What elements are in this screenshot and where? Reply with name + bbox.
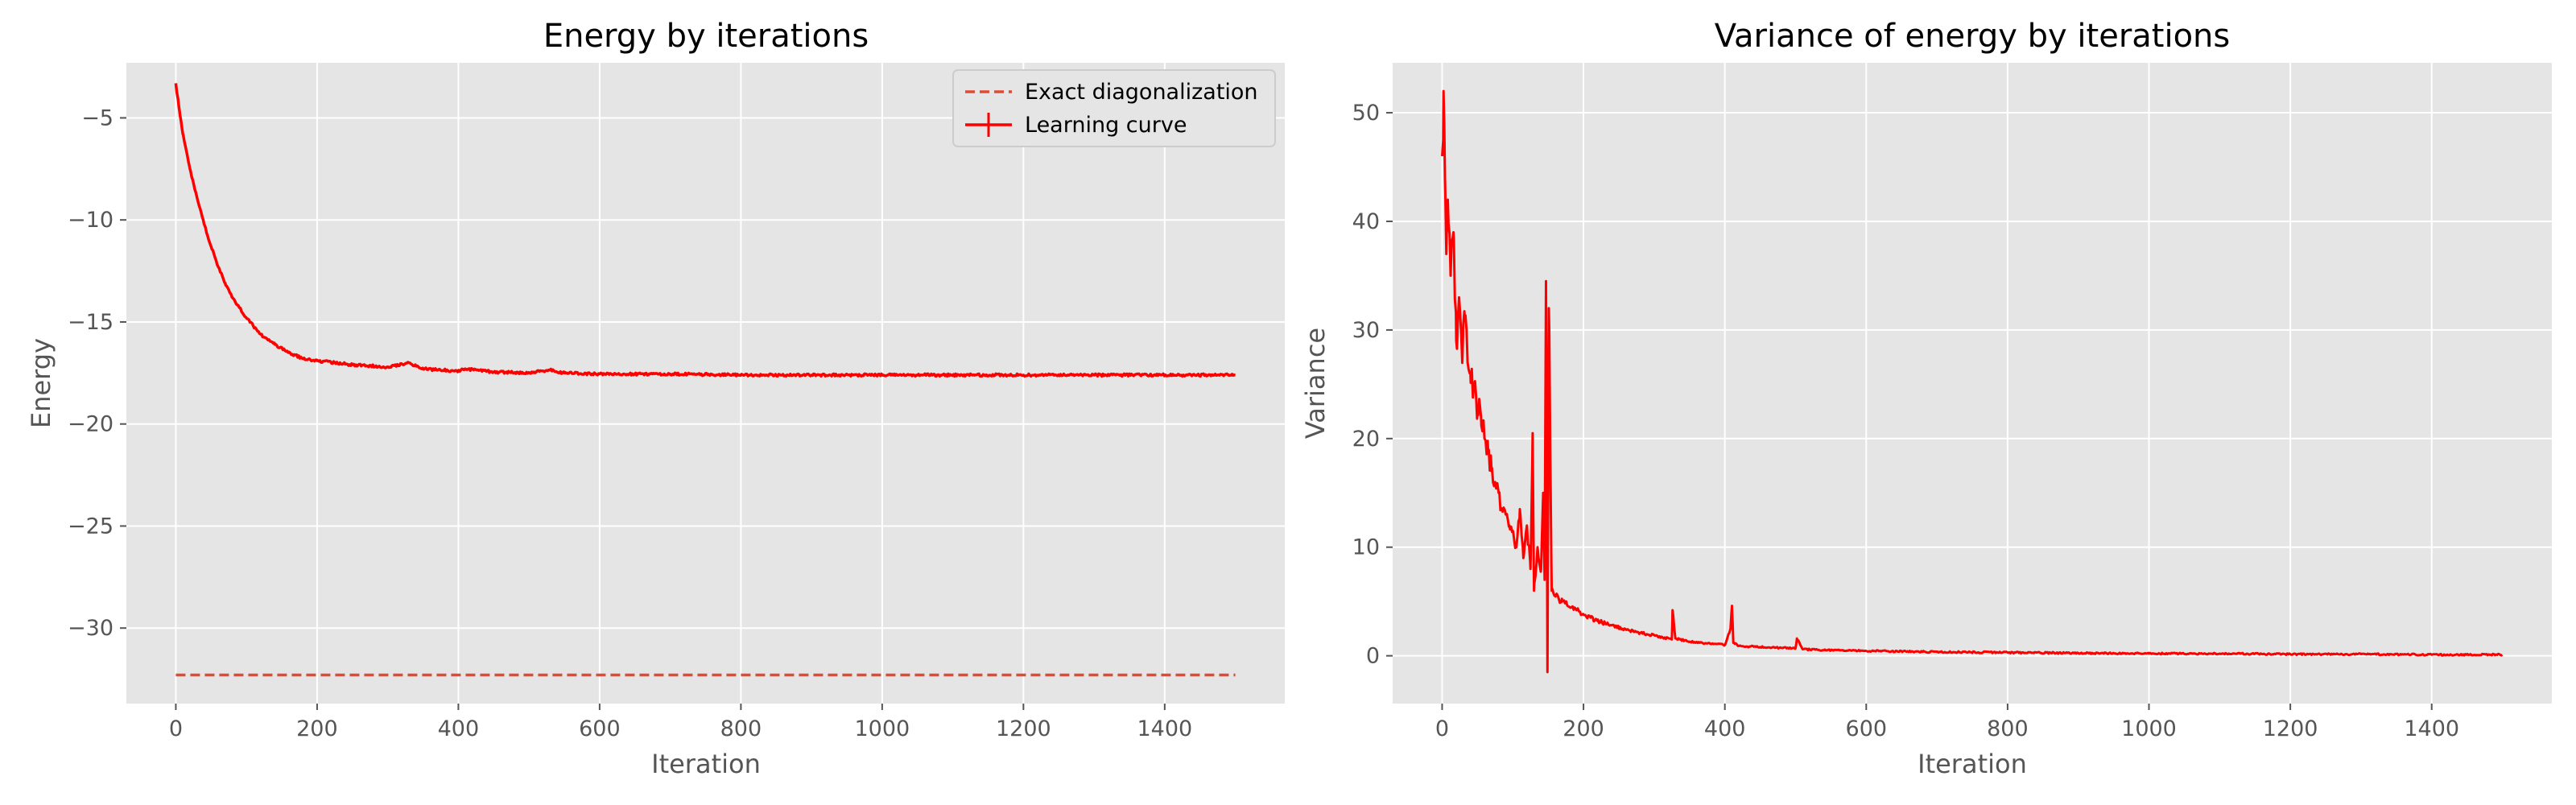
y-tick-label: 30 (1352, 318, 1380, 343)
y-tick-label: −5 (81, 105, 114, 130)
y-axis-label: Energy (26, 338, 56, 428)
y-ticks: −30 −25 −20 −15 −10 −5 (68, 105, 126, 641)
x-ticks: 0 200 400 600 800 1000 1200 1400 (169, 704, 1192, 741)
x-tick-label: 600 (579, 716, 621, 741)
y-axis-label: Variance (1300, 328, 1331, 439)
x-tick-label: 1400 (2404, 716, 2459, 741)
chart-title: Variance of energy by iterations (1715, 18, 2230, 55)
x-axis-label: Iteration (651, 749, 761, 779)
plot-area (126, 63, 1285, 704)
x-tick-label: 1200 (996, 716, 1051, 741)
x-tick-label: 600 (1846, 716, 1888, 741)
y-tick-label: −15 (68, 310, 114, 335)
x-axis-label: Iteration (1918, 749, 2027, 779)
y-tick-label: −10 (68, 208, 114, 233)
legend-exact-label: Exact diagonalization (1025, 80, 1258, 105)
y-tick-label: 20 (1352, 427, 1380, 452)
y-tick-label: 10 (1352, 535, 1380, 560)
x-tick-label: 1000 (855, 716, 910, 741)
y-tick-label: 0 (1366, 644, 1380, 669)
y-tick-label: 50 (1352, 101, 1380, 126)
plot-area (1393, 63, 2552, 704)
y-tick-label: −30 (68, 616, 114, 641)
x-tick-label: 200 (1563, 716, 1604, 741)
series-learning-curve (174, 83, 1236, 378)
y-tick-label: −20 (68, 412, 114, 437)
series-layer (1441, 89, 2504, 674)
series-layer (174, 83, 1236, 677)
x-tick-label: 0 (1435, 716, 1449, 741)
x-tick-label: 400 (438, 716, 480, 741)
x-tick-label: 1400 (1137, 716, 1192, 741)
variance-chart: Variance of energy by iterations 0 200 400… (1300, 18, 2552, 779)
legend-learning-label: Learning curve (1025, 113, 1187, 138)
legend-box (952, 69, 1276, 147)
x-tick-label: 0 (169, 716, 183, 741)
x-ticks: 0 200 400 600 800 1000 1200 1400 (1435, 704, 2459, 741)
grid (1393, 63, 2552, 704)
chart-title: Energy by iterations (543, 18, 869, 55)
y-tick-label: 40 (1352, 209, 1380, 234)
x-tick-label: 200 (296, 716, 338, 741)
x-tick-label: 1000 (2121, 716, 2177, 741)
grid (126, 63, 1285, 704)
energy-chart: Energy by iterations 0 200 400 600 800 1000 12… (26, 18, 1285, 779)
legend: Exact diagonalization Learning curve (952, 69, 1276, 147)
x-tick-label: 400 (1704, 716, 1746, 741)
x-tick-label: 800 (1987, 716, 2029, 741)
y-ticks: 0 10 20 30 40 50 (1352, 101, 1393, 669)
x-tick-label: 1200 (2263, 716, 2318, 741)
series-variance (1441, 89, 2504, 674)
y-tick-label: −25 (68, 514, 114, 539)
x-tick-label: 800 (720, 716, 762, 741)
